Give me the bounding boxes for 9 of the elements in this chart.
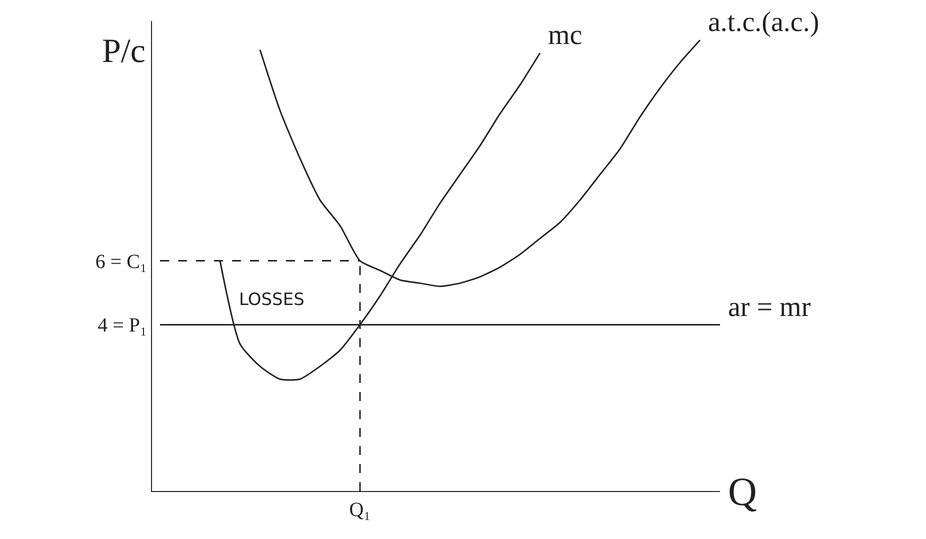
- y-axis-title: P/c: [102, 33, 146, 70]
- y-tick-label: 4 = P₁: [98, 314, 147, 337]
- annotation: LOSSES: [239, 290, 304, 310]
- x-tick-label: Q₁: [349, 499, 371, 521]
- series-label: ar = mr: [728, 292, 812, 323]
- series-label: a.t.c.(a.c.): [708, 7, 820, 38]
- y-tick-label: 6 = C₁: [95, 250, 147, 273]
- series-label: mc: [548, 20, 582, 51]
- x-axis-title: Q: [728, 469, 757, 514]
